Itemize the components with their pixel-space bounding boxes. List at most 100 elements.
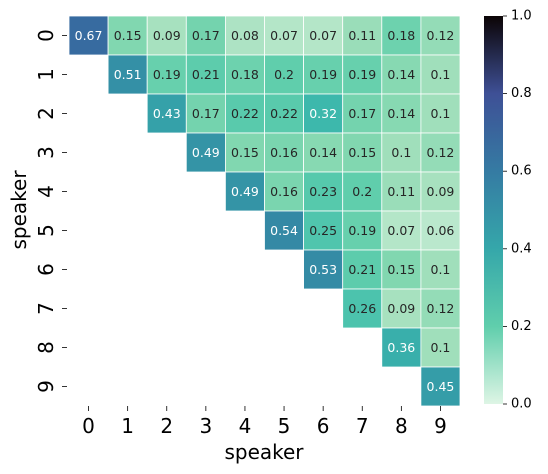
cell-value-r4-c9: 0.09 bbox=[427, 184, 455, 199]
cell-value-r2-c4: 0.22 bbox=[231, 106, 259, 121]
cell-value-r4-c5: 0.16 bbox=[270, 184, 298, 199]
cell-value-r0-c2: 0.09 bbox=[153, 28, 181, 43]
heatmap-cell-r4-c8 bbox=[381, 171, 422, 212]
cell-value-r6-c6: 0.53 bbox=[309, 262, 337, 277]
cell-value-r1-c5: 0.2 bbox=[274, 67, 294, 82]
cell-value-r2-c6: 0.32 bbox=[309, 106, 337, 121]
colorbar-tick-label-0.8: 0.8 bbox=[511, 86, 532, 101]
cell-value-r0-c0: 0.67 bbox=[75, 28, 103, 43]
heatmap-cell-r9-c9 bbox=[420, 366, 461, 407]
y-tick-label-5: 5 bbox=[34, 224, 58, 237]
y-tick-label-0: 0 bbox=[34, 29, 58, 42]
y-tick-label-6: 6 bbox=[34, 263, 58, 276]
heatmap-cell-r7-c7 bbox=[342, 288, 383, 329]
heatmap-cell-r0-c9 bbox=[420, 15, 461, 56]
heatmap-cell-r1-c8 bbox=[381, 54, 422, 95]
cell-value-r3-c5: 0.16 bbox=[270, 145, 298, 160]
heatmap-cell-r6-c9 bbox=[420, 249, 461, 290]
cell-value-r6-c7: 0.21 bbox=[348, 262, 376, 277]
cell-value-r0-c8: 0.18 bbox=[387, 28, 415, 43]
heatmap-cell-r6-c7 bbox=[342, 249, 383, 290]
cell-value-r1-c6: 0.19 bbox=[309, 67, 337, 82]
y-tick-label-9: 9 bbox=[34, 380, 58, 393]
colorbar: 0.0 0.2 0.4 0.6 0.8 1.0 bbox=[484, 9, 532, 412]
cell-value-r0-c1: 0.15 bbox=[114, 28, 142, 43]
cell-value-r3-c6: 0.14 bbox=[309, 145, 337, 160]
x-tick-label-0: 0 bbox=[82, 414, 95, 438]
cell-value-r2-c5: 0.22 bbox=[270, 106, 298, 121]
x-tick-label-5: 5 bbox=[278, 414, 291, 438]
heatmap-cell-r5-c6 bbox=[303, 210, 344, 251]
cell-value-r2-c7: 0.17 bbox=[348, 106, 376, 121]
cell-value-r5-c6: 0.25 bbox=[309, 223, 337, 238]
heatmap-cell-r1-c6 bbox=[303, 54, 344, 95]
heatmap-cell-r0-c5 bbox=[264, 15, 304, 56]
heatmap-cell-r5-c5 bbox=[264, 210, 304, 251]
cell-value-r3-c7: 0.15 bbox=[348, 145, 376, 160]
cell-value-r3-c3: 0.49 bbox=[192, 145, 220, 160]
cell-value-r6-c9: 0.1 bbox=[431, 262, 451, 277]
heatmap-cell-r4-c6 bbox=[303, 171, 344, 212]
heatmap-cell-r6-c6 bbox=[303, 249, 344, 290]
heatmap-cell-r8-c8 bbox=[381, 327, 422, 368]
cell-value-r4-c4: 0.49 bbox=[231, 184, 259, 199]
cell-value-r0-c6: 0.07 bbox=[309, 28, 337, 43]
x-tick-label-6: 6 bbox=[317, 414, 330, 438]
x-axis-ticks: 0 1 2 3 4 5 6 7 8 9 bbox=[82, 406, 447, 438]
cell-value-r7-c7: 0.26 bbox=[348, 301, 376, 316]
cell-value-r1-c7: 0.19 bbox=[348, 67, 376, 82]
cell-value-r2-c2: 0.43 bbox=[153, 106, 181, 121]
colorbar-tick-label-0.0: 0.0 bbox=[511, 397, 532, 412]
cell-value-r4-c6: 0.23 bbox=[309, 184, 337, 199]
heatmap-cells bbox=[68, 15, 461, 407]
heatmap-cell-r3-c4 bbox=[224, 132, 265, 173]
heatmap-cell-r5-c9 bbox=[420, 210, 461, 251]
y-axis-title: speaker bbox=[7, 170, 31, 250]
cell-value-r7-c9: 0.12 bbox=[427, 301, 455, 316]
x-tick-label-9: 9 bbox=[434, 414, 447, 438]
cell-value-r9-c9: 0.45 bbox=[427, 379, 455, 394]
heatmap-cell-r0-c2 bbox=[146, 15, 187, 56]
y-tick-label-3: 3 bbox=[34, 146, 58, 159]
x-tick-label-3: 3 bbox=[199, 414, 212, 438]
y-tick-label-2: 2 bbox=[34, 107, 58, 120]
heatmap-cell-r4-c4 bbox=[224, 171, 265, 212]
cell-value-r1-c3: 0.21 bbox=[192, 67, 220, 82]
heatmap-cell-r1-c7 bbox=[342, 54, 383, 95]
cell-value-r3-c8: 0.1 bbox=[391, 145, 411, 160]
colorbar-gradient bbox=[484, 16, 503, 404]
heatmap-cell-r1-c2 bbox=[146, 54, 187, 95]
heatmap-cell-r3-c3 bbox=[185, 132, 226, 173]
heatmap-cell-labels: 0.67 0.15 0.09 0.17 0.08 0.07 0.07 0.11 0.18 0.12… bbox=[75, 28, 455, 394]
colorbar-tick-label-0.6: 0.6 bbox=[511, 164, 532, 179]
heatmap-cell-r1-c9 bbox=[420, 54, 461, 95]
cell-value-r0-c7: 0.11 bbox=[348, 28, 376, 43]
colorbar-ticks: 0.0 0.2 0.4 0.6 0.8 1.0 bbox=[503, 9, 532, 412]
heatmap-cell-r2-c3 bbox=[185, 93, 226, 134]
x-tick-label-2: 2 bbox=[160, 414, 173, 438]
cell-value-r3-c9: 0.12 bbox=[427, 145, 455, 160]
y-tick-label-1: 1 bbox=[34, 68, 58, 81]
cell-value-r5-c7: 0.19 bbox=[348, 223, 376, 238]
heatmap-cell-r7-c9 bbox=[420, 288, 461, 329]
heatmap-cell-r0-c7 bbox=[342, 15, 383, 56]
cell-value-r2-c3: 0.17 bbox=[192, 106, 220, 121]
cell-value-r5-c5: 0.54 bbox=[270, 223, 298, 238]
cell-value-r1-c1: 0.51 bbox=[114, 67, 142, 82]
colorbar-tick-label-0.4: 0.4 bbox=[511, 241, 532, 256]
y-tick-label-8: 8 bbox=[34, 341, 58, 354]
heatmap-cell-r8-c9 bbox=[420, 327, 461, 368]
heatmap-cell-r0-c1 bbox=[107, 15, 148, 56]
cell-value-r2-c8: 0.14 bbox=[387, 106, 415, 121]
cell-value-r1-c2: 0.19 bbox=[153, 67, 181, 82]
cell-value-r6-c8: 0.15 bbox=[387, 262, 415, 277]
cell-value-r0-c9: 0.12 bbox=[427, 28, 455, 43]
cell-value-r1-c8: 0.14 bbox=[387, 67, 415, 82]
heatmap-cell-r4-c9 bbox=[420, 171, 461, 212]
cell-value-r8-c8: 0.36 bbox=[387, 340, 415, 355]
heatmap-cell-r4-c5 bbox=[264, 171, 304, 212]
heatmap-cell-r6-c8 bbox=[381, 249, 422, 290]
heatmap-cell-r3-c6 bbox=[303, 132, 344, 173]
heatmap-cell-r2-c4 bbox=[224, 93, 265, 134]
